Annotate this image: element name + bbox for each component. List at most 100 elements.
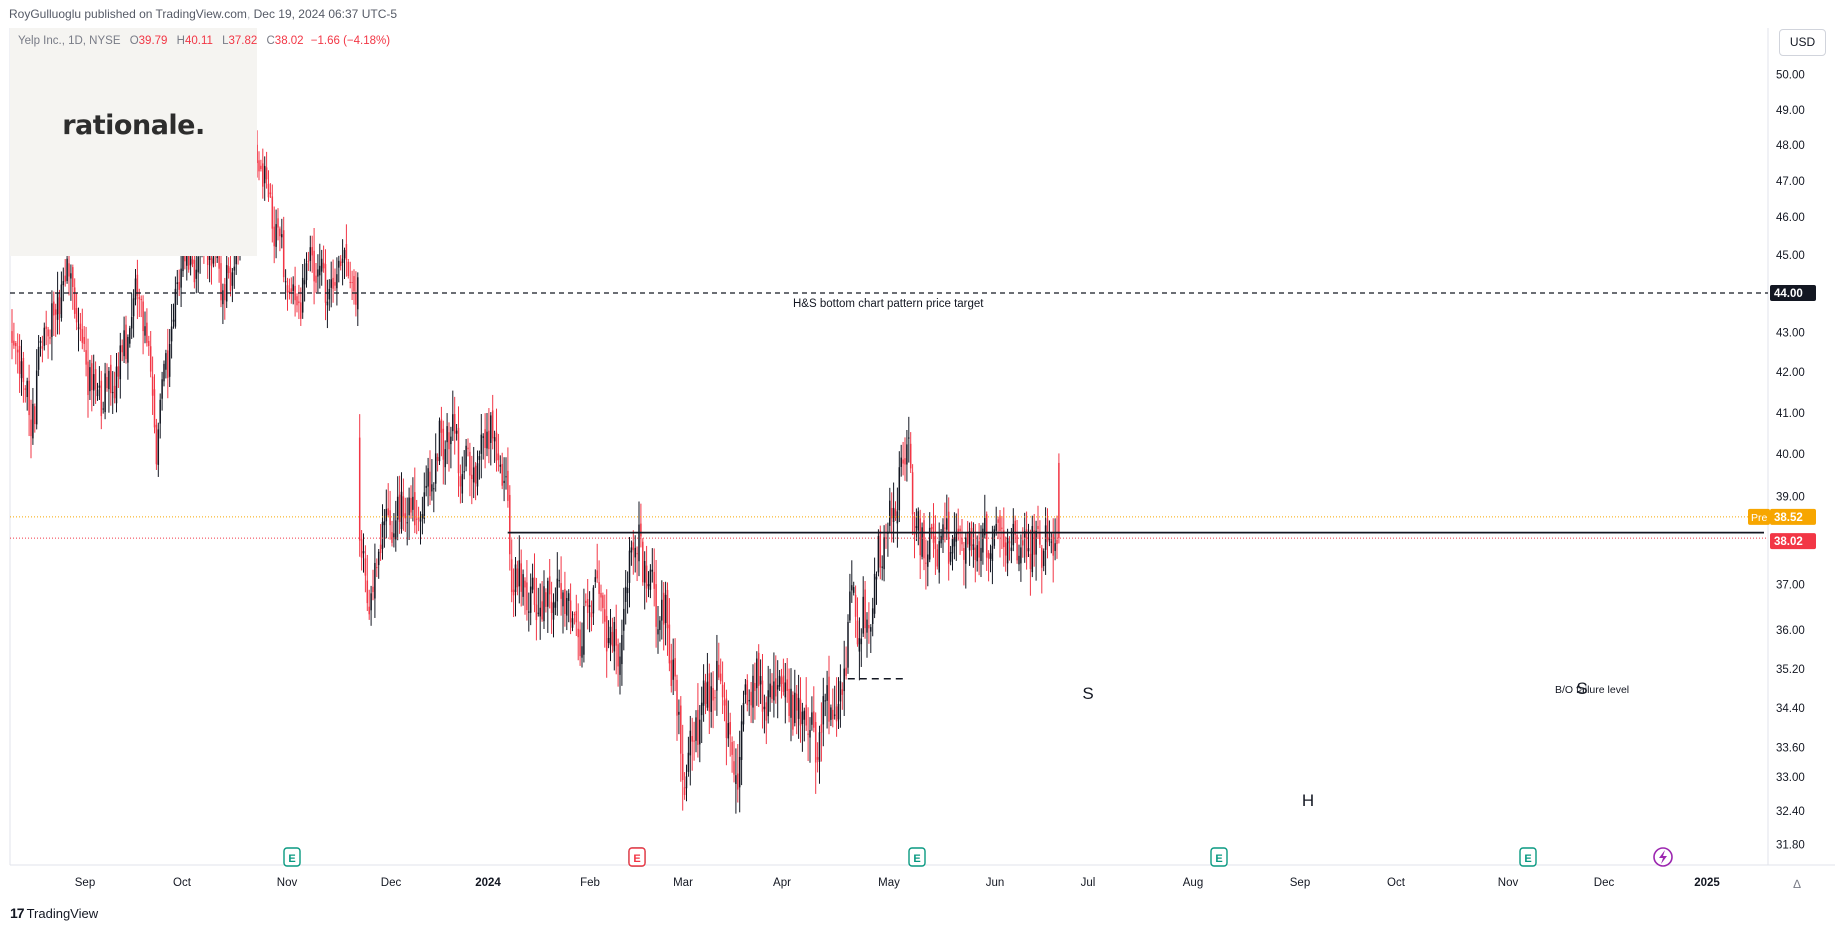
candle-body	[638, 524, 640, 562]
candle-body	[615, 629, 617, 646]
candle-body	[1046, 518, 1049, 543]
candle	[997, 516, 999, 540]
candle-body	[66, 258, 68, 282]
candle-body	[396, 496, 399, 520]
candle	[670, 643, 673, 693]
candle	[167, 328, 169, 399]
candle	[26, 377, 28, 411]
candle	[385, 489, 388, 539]
candle-body	[260, 165, 262, 170]
candle	[115, 353, 118, 413]
candle	[512, 568, 515, 618]
candle-body	[220, 263, 222, 301]
symbol-name[interactable]: Yelp Inc., 1D, NYSE	[18, 35, 121, 47]
candle	[647, 571, 650, 598]
candle-body	[974, 547, 977, 560]
candle-body	[681, 753, 684, 781]
y-tick-label: 36.00	[1776, 625, 1805, 637]
candle	[862, 576, 864, 637]
currency-button[interactable]: USD	[1779, 29, 1826, 56]
candle	[1033, 513, 1035, 567]
candle	[539, 583, 541, 640]
candle-body	[87, 361, 89, 396]
candle	[824, 693, 826, 717]
candle-body	[311, 247, 313, 256]
candle	[260, 159, 262, 172]
candle	[301, 264, 304, 319]
candle-body	[953, 537, 956, 547]
candle-body	[516, 568, 519, 588]
candle-body	[797, 697, 800, 719]
candle-body	[896, 511, 899, 524]
candle	[605, 589, 608, 678]
candle-body	[315, 275, 317, 283]
candle	[938, 522, 940, 584]
candle	[902, 441, 904, 476]
candle-body	[115, 366, 118, 404]
tradingview-brand[interactable]: 17 TradingView	[10, 905, 98, 921]
candle-body	[408, 497, 410, 516]
candle-body	[282, 230, 285, 278]
candle	[860, 628, 863, 667]
candle-body	[155, 424, 158, 465]
earnings-icon-letter: E	[1215, 853, 1222, 865]
candle-body	[712, 687, 714, 701]
candle	[666, 582, 669, 656]
candle-body	[507, 470, 509, 501]
candle-body	[748, 699, 750, 702]
candle-body	[837, 703, 840, 720]
candle-body	[946, 518, 948, 530]
candle-body	[870, 627, 872, 632]
candle-body	[30, 419, 32, 437]
candle	[324, 249, 327, 321]
candle	[349, 261, 351, 289]
candle	[949, 545, 952, 566]
candle-body	[936, 549, 939, 567]
candle-body	[81, 329, 84, 343]
candle	[875, 571, 878, 605]
candle-body	[351, 282, 353, 284]
symbol-legend[interactable]: Yelp Inc., 1D, NYSE O39.79 H40.11 L37.82…	[18, 35, 390, 47]
candle-body	[121, 345, 123, 353]
candle-body	[617, 644, 619, 667]
candle	[803, 707, 806, 742]
candle	[911, 464, 914, 536]
candle-body	[860, 638, 863, 645]
candle-body	[1008, 541, 1011, 544]
candle	[657, 605, 659, 654]
candle	[419, 511, 422, 545]
publish-line: RoyGulluoglu published on TradingView.co…	[9, 7, 398, 21]
candle	[685, 764, 688, 802]
candle-body	[273, 226, 275, 247]
candle	[501, 452, 503, 490]
candle	[444, 440, 446, 485]
candle	[472, 446, 475, 499]
candle	[856, 597, 859, 647]
candle-body	[927, 554, 929, 567]
candle-body	[868, 624, 870, 629]
candle	[854, 585, 857, 638]
candle-body	[490, 415, 492, 443]
candle	[263, 156, 266, 201]
candle-body	[858, 638, 861, 652]
candle-body	[775, 678, 777, 697]
candle-body	[1058, 462, 1060, 539]
candle-body	[577, 628, 579, 638]
candle	[503, 457, 505, 502]
low-label: L	[222, 35, 229, 47]
candle	[520, 549, 522, 607]
candle-body	[387, 508, 389, 516]
candle	[30, 399, 32, 459]
candle-body	[423, 492, 426, 519]
candle-body	[674, 658, 676, 677]
y-tick-label: 39.00	[1776, 492, 1805, 504]
candle	[784, 662, 787, 724]
candle	[919, 509, 921, 580]
candle	[469, 442, 471, 497]
candle	[421, 496, 424, 535]
candle	[1020, 534, 1022, 582]
candle-body	[718, 664, 720, 678]
candle	[716, 634, 718, 716]
candle	[896, 487, 899, 548]
